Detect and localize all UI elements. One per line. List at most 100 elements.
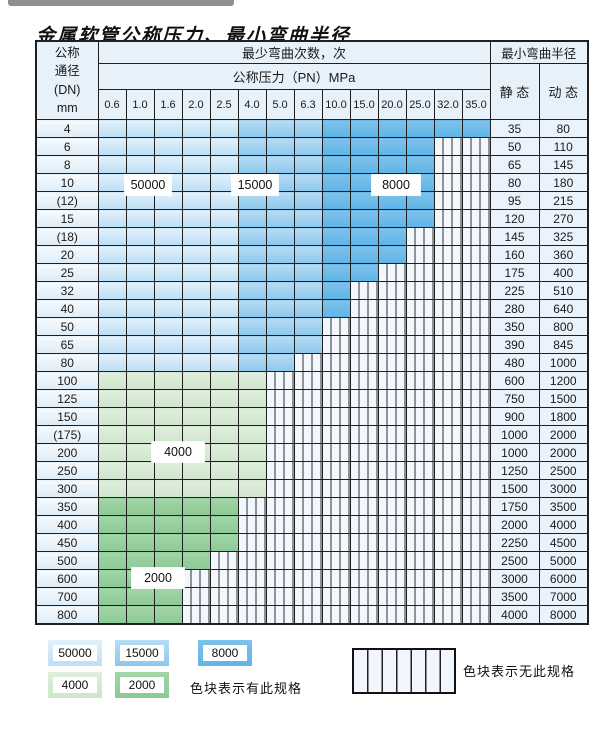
grid-cell: [125, 479, 155, 498]
grid-cell: [377, 119, 407, 138]
grid-cell: [209, 479, 239, 498]
grid-cell: [293, 497, 323, 516]
static-cell: 3000: [489, 569, 540, 588]
grid-cell: [377, 569, 407, 588]
dynamic-cell: 845: [538, 335, 589, 354]
grid-cell: [433, 173, 463, 192]
grid-cell: [321, 425, 351, 444]
grid-cell: [209, 335, 239, 354]
grid-cell: [433, 443, 463, 462]
dn-cell: 100: [35, 371, 99, 390]
grid-cell: [209, 551, 239, 570]
grid-cell: [153, 317, 183, 336]
grid-cell: [405, 299, 435, 318]
dynamic-cell: 2000: [538, 425, 589, 444]
grid-cell: [461, 263, 491, 282]
grid-cell: [293, 587, 323, 606]
grid-cell: [153, 227, 183, 246]
dn-cell: 40: [35, 299, 99, 318]
grid-cell: [461, 137, 491, 156]
grid-cell: [405, 137, 435, 156]
static-cell: 4000: [489, 605, 540, 625]
grid-cell: [349, 605, 379, 625]
grid-cell: [377, 245, 407, 264]
grid-cell: [349, 263, 379, 282]
grid-cell: [293, 263, 323, 282]
zone-label-2000: 2000: [132, 568, 184, 588]
grid-cell: [97, 497, 127, 516]
grid-cell: [181, 191, 211, 210]
grid-cell: [433, 281, 463, 300]
dynamic-cell: 8000: [538, 605, 589, 625]
grid-cell: [433, 605, 463, 625]
legend-swatch-label: 15000: [120, 645, 164, 661]
grid-cell: [377, 281, 407, 300]
grid-cell: [293, 479, 323, 498]
dynamic-cell: 4000: [538, 515, 589, 534]
grid-cell: [153, 155, 183, 174]
dn-cell: 350: [35, 497, 99, 516]
grid-cell: [125, 227, 155, 246]
grid-cell: [377, 443, 407, 462]
grid-cell: [349, 587, 379, 606]
table-row: 250 1250 2500: [35, 461, 589, 480]
table-row: 80 480 1000: [35, 353, 589, 372]
dn-cell: 200: [35, 443, 99, 462]
legend-available-text: 色块表示有此规格: [190, 681, 303, 696]
grid-cell: [349, 389, 379, 408]
grid-cell: [321, 263, 351, 282]
grid-cell: [125, 371, 155, 390]
grid-cell: [461, 281, 491, 300]
legend-unavailable-text: 色块表示无此规格: [463, 664, 576, 679]
grid-cell: [97, 443, 127, 462]
dynamic-cell: 270: [538, 209, 589, 228]
static-cell: 120: [489, 209, 540, 228]
bend-cycles-header: 最少弯曲次数，次: [97, 40, 491, 64]
grid-cell: [405, 371, 435, 390]
pressure-col-header: 2.5: [209, 89, 239, 120]
dn-cell: 32: [35, 281, 99, 300]
grid-cell: [405, 389, 435, 408]
static-cell: 2000: [489, 515, 540, 534]
pressure-col-header: 20.0: [377, 89, 407, 120]
grid-cell: [405, 407, 435, 426]
grid-cell: [293, 515, 323, 534]
grid-cell: [377, 263, 407, 282]
grid-cell: [237, 191, 267, 210]
grid-cell: [125, 425, 155, 444]
grid-cell: [153, 515, 183, 534]
grid-cell: [377, 407, 407, 426]
static-cell: 900: [489, 407, 540, 426]
grid-cell: [433, 335, 463, 354]
grid-cell: [153, 497, 183, 516]
grid-cell: [181, 569, 211, 588]
grid-cell: [97, 371, 127, 390]
dynamic-cell: 4500: [538, 533, 589, 552]
grid-cell: [349, 317, 379, 336]
grid-cell: [321, 137, 351, 156]
dn-cell: 10: [35, 173, 99, 192]
grid-cell: [153, 587, 183, 606]
grid-cell: [265, 227, 295, 246]
grid-cell: [265, 209, 295, 228]
grid-cell: [153, 389, 183, 408]
grid-cell: [321, 587, 351, 606]
pressure-col-header: 1.0: [125, 89, 155, 120]
grid-cell: [237, 299, 267, 318]
grid-cell: [265, 461, 295, 480]
static-cell: 750: [489, 389, 540, 408]
grid-cell: [97, 605, 127, 625]
grid-cell: [125, 245, 155, 264]
dn-cell: 250: [35, 461, 99, 480]
grid-cell: [377, 137, 407, 156]
static-cell: 1250: [489, 461, 540, 480]
dynamic-cell: 640: [538, 299, 589, 318]
pressure-col-header: 25.0: [405, 89, 435, 120]
grid-cell: [461, 551, 491, 570]
grid-cell: [265, 389, 295, 408]
grid-cell: [209, 245, 239, 264]
grid-cell: [153, 263, 183, 282]
grid-cell: [377, 587, 407, 606]
table-row: 200 1000 2000: [35, 443, 589, 462]
grid-cell: [181, 209, 211, 228]
